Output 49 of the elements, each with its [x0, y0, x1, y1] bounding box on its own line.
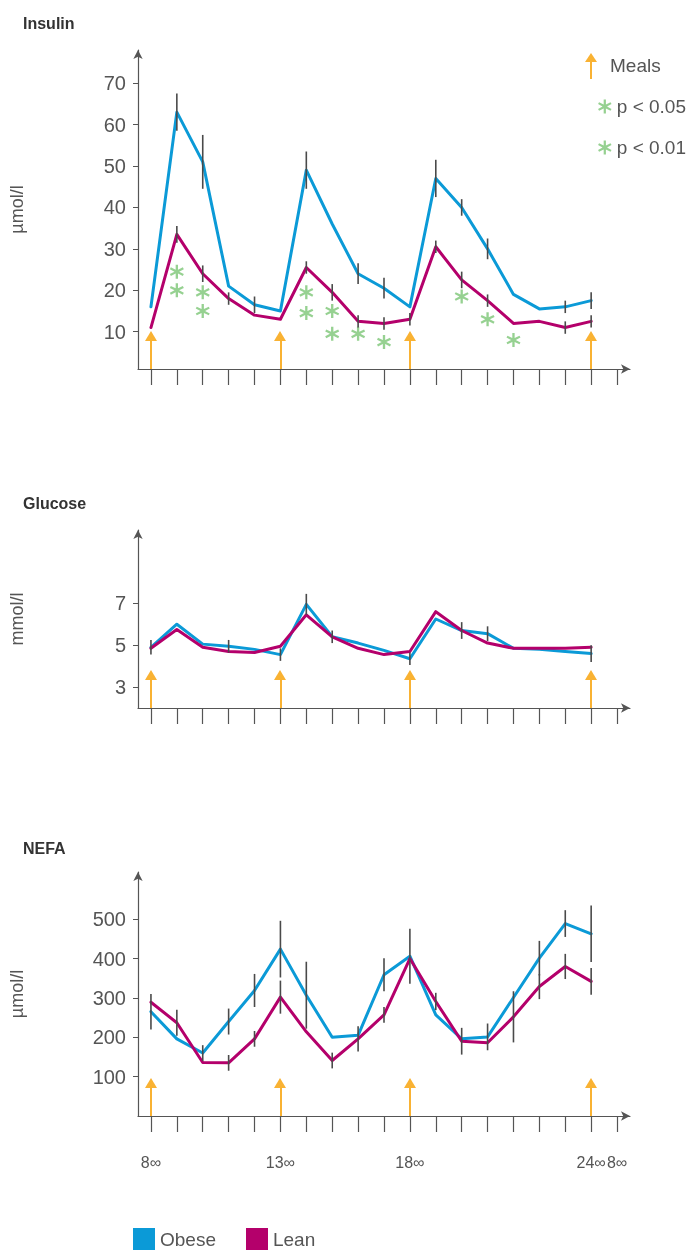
point [480, 312, 495, 327]
y-tick-label: 70 [103, 72, 126, 95]
point [195, 304, 210, 318]
line-series [149, 922, 593, 1055]
legend-label: p < 0.05 [616, 96, 686, 117]
line-series [149, 957, 593, 1065]
point [299, 306, 314, 321]
y-tick-label: 5 [114, 634, 126, 657]
y-tick-label: 3 [114, 676, 126, 699]
point [325, 304, 340, 318]
point [506, 333, 521, 347]
y-tick-label: 60 [103, 113, 126, 136]
y-tick-label: 100 [92, 1065, 126, 1088]
y-tick-label: 40 [103, 196, 126, 219]
point [351, 326, 366, 341]
legend-label: Meals [610, 55, 661, 77]
y-axis-title: mmol/l [7, 592, 27, 646]
y-tick-label: 30 [103, 237, 126, 260]
y-axis-title: µmol/l [7, 185, 27, 234]
line-series [149, 110, 593, 313]
legend-label: Lean [272, 1228, 316, 1250]
y-tick-label: 300 [92, 986, 126, 1009]
y-tick-label: 500 [92, 908, 126, 931]
line-series [149, 232, 593, 330]
line-series [149, 610, 593, 657]
x-tick-label: 24∞ [576, 1153, 606, 1171]
y-tick-label: 7 [114, 592, 126, 615]
x-tick-label: 8∞ [140, 1153, 162, 1171]
point [195, 285, 210, 300]
chart-title: Glucose [23, 494, 87, 512]
chart-title: Insulin [23, 14, 75, 32]
x-tick-label: 13∞ [265, 1153, 296, 1171]
legend-label: Obese [160, 1228, 216, 1250]
x-tick-label: 8∞ [606, 1153, 628, 1171]
chart-title: NEFA [23, 839, 67, 857]
y-tick-label: 400 [92, 947, 126, 970]
point [169, 264, 184, 279]
point [299, 285, 314, 300]
y-axis-title: µmol/l [7, 969, 27, 1019]
y-tick-label: 20 [103, 279, 126, 302]
point [325, 326, 340, 341]
legend-label: p < 0.01 [616, 137, 686, 158]
point [377, 335, 391, 350]
point [169, 283, 184, 298]
y-tick-label: 200 [92, 1026, 126, 1049]
y-tick-label: 10 [103, 320, 126, 343]
point [454, 289, 469, 304]
y-tick-label: 50 [103, 155, 126, 177]
x-tick-label: 18∞ [395, 1153, 425, 1171]
